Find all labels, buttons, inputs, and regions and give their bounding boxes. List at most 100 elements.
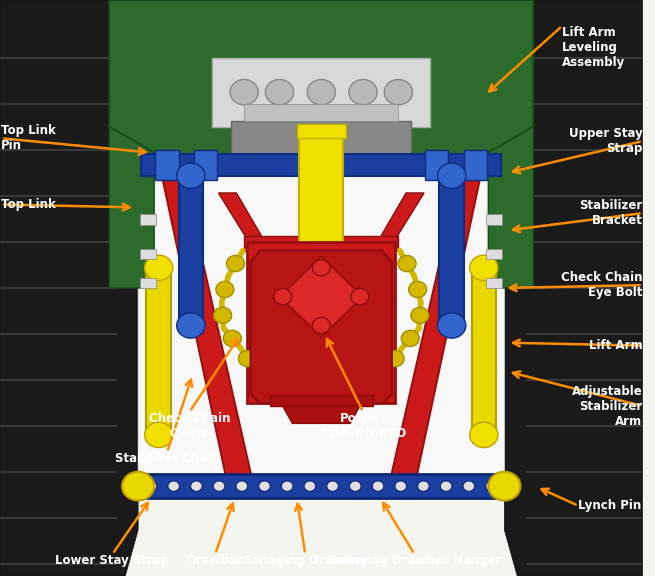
Text: Lift Arm
Leveling
Assembly: Lift Arm Leveling Assembly xyxy=(562,26,626,69)
Circle shape xyxy=(145,422,173,448)
Bar xyxy=(147,265,171,438)
Text: Adjustable
Stabilizer
Arm: Adjustable Stabilizer Arm xyxy=(572,385,643,427)
Text: Top Link
Pin: Top Link Pin xyxy=(1,124,56,152)
Circle shape xyxy=(177,163,205,188)
Polygon shape xyxy=(162,176,253,487)
Polygon shape xyxy=(251,251,392,403)
Circle shape xyxy=(489,472,521,501)
Circle shape xyxy=(238,350,256,367)
Circle shape xyxy=(463,481,475,491)
Polygon shape xyxy=(0,0,138,576)
Circle shape xyxy=(409,281,426,298)
Circle shape xyxy=(307,79,335,105)
Polygon shape xyxy=(504,0,643,576)
Bar xyxy=(155,150,179,180)
Circle shape xyxy=(349,79,377,105)
Circle shape xyxy=(402,331,419,347)
Circle shape xyxy=(307,275,335,301)
Polygon shape xyxy=(376,193,424,245)
Polygon shape xyxy=(299,256,344,288)
Text: Upper Stay
Strap: Upper Stay Strap xyxy=(569,127,643,155)
Text: Lynch Pin: Lynch Pin xyxy=(578,499,641,512)
Bar xyxy=(140,214,156,225)
Circle shape xyxy=(191,481,202,491)
Circle shape xyxy=(145,255,173,281)
Bar xyxy=(140,278,156,288)
Circle shape xyxy=(440,481,452,491)
Circle shape xyxy=(122,472,154,501)
Text: Lift Arm: Lift Arm xyxy=(589,339,643,352)
Circle shape xyxy=(351,289,369,305)
Polygon shape xyxy=(283,406,360,423)
Bar xyxy=(244,104,398,121)
Bar xyxy=(425,150,449,180)
Text: Stabilizer
Bracket: Stabilizer Bracket xyxy=(579,199,643,227)
Text: Lower Stay Strap: Lower Stay Strap xyxy=(55,554,170,567)
Text: Check Chain
Clevis: Check Chain Clevis xyxy=(149,412,231,440)
Circle shape xyxy=(177,313,205,338)
Text: Drawbar: Drawbar xyxy=(187,554,244,567)
Circle shape xyxy=(168,481,179,491)
Text: Swinging Drawbar Hanger: Swinging Drawbar Hanger xyxy=(328,554,502,567)
Circle shape xyxy=(282,481,293,491)
Polygon shape xyxy=(109,0,533,173)
Circle shape xyxy=(312,317,330,334)
Circle shape xyxy=(265,79,293,105)
Circle shape xyxy=(438,313,466,338)
Circle shape xyxy=(350,481,361,491)
Circle shape xyxy=(486,481,497,491)
Polygon shape xyxy=(489,127,533,288)
Circle shape xyxy=(384,79,413,105)
Circle shape xyxy=(386,350,404,367)
Polygon shape xyxy=(138,115,504,487)
Bar xyxy=(140,249,156,259)
Circle shape xyxy=(411,308,429,324)
Bar xyxy=(487,278,502,288)
Bar xyxy=(487,214,502,225)
Circle shape xyxy=(372,481,384,491)
Bar xyxy=(138,474,504,498)
Bar xyxy=(270,395,373,406)
Circle shape xyxy=(259,481,271,491)
Polygon shape xyxy=(219,193,267,245)
Text: Check Chain
Eye Bolt: Check Chain Eye Bolt xyxy=(561,271,643,299)
Text: Top Link: Top Link xyxy=(1,198,56,211)
Bar xyxy=(231,121,411,161)
Bar xyxy=(440,173,464,325)
Circle shape xyxy=(214,481,225,491)
Circle shape xyxy=(216,281,234,298)
Circle shape xyxy=(274,289,291,305)
Text: Swinging Drawbar: Swinging Drawbar xyxy=(244,554,366,567)
Bar xyxy=(179,173,203,325)
Circle shape xyxy=(227,255,244,272)
Bar xyxy=(141,154,501,176)
Text: Power-
Take-Off PTO: Power- Take-Off PTO xyxy=(320,412,406,440)
Bar xyxy=(464,150,487,180)
Polygon shape xyxy=(109,127,154,288)
Polygon shape xyxy=(388,176,481,487)
Text: Stabilizer Chain: Stabilizer Chain xyxy=(115,452,219,465)
Circle shape xyxy=(418,481,429,491)
Circle shape xyxy=(327,481,339,491)
Bar xyxy=(487,249,502,259)
Polygon shape xyxy=(280,256,363,337)
Circle shape xyxy=(395,481,407,491)
Bar xyxy=(212,58,430,127)
Circle shape xyxy=(145,481,157,491)
Circle shape xyxy=(214,308,232,324)
Circle shape xyxy=(236,481,248,491)
Circle shape xyxy=(438,163,466,188)
Circle shape xyxy=(223,331,241,347)
Bar xyxy=(299,130,343,256)
Circle shape xyxy=(230,79,258,105)
Bar xyxy=(194,150,217,180)
Bar xyxy=(244,236,398,251)
Circle shape xyxy=(398,255,416,272)
Bar xyxy=(248,242,395,403)
Bar xyxy=(472,265,496,438)
Bar xyxy=(297,124,346,138)
Circle shape xyxy=(312,260,330,276)
Circle shape xyxy=(470,422,498,448)
Circle shape xyxy=(304,481,316,491)
Circle shape xyxy=(470,255,498,281)
